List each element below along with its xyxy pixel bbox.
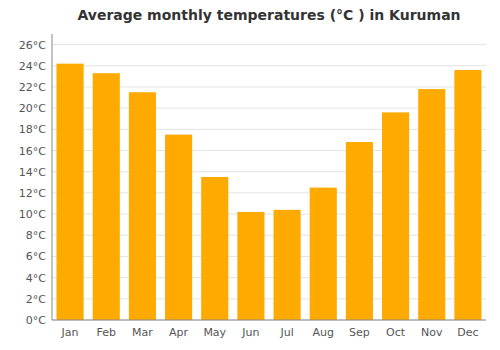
y-tick-label: 18°C bbox=[19, 123, 46, 136]
bar bbox=[310, 188, 337, 320]
bar bbox=[346, 142, 373, 320]
y-tick-label: 8°C bbox=[26, 229, 46, 242]
bar bbox=[57, 64, 84, 320]
x-tick-label: Feb bbox=[97, 326, 116, 339]
grid-line bbox=[52, 65, 486, 66]
y-tick-label: 0°C bbox=[26, 314, 46, 327]
bar bbox=[418, 89, 445, 320]
bar bbox=[237, 212, 264, 320]
bar bbox=[382, 112, 409, 320]
bar bbox=[165, 135, 192, 320]
y-tick-label: 16°C bbox=[19, 145, 46, 158]
y-tick-label: 20°C bbox=[19, 102, 46, 115]
x-tick-label: Mar bbox=[132, 326, 153, 339]
grid-line bbox=[52, 44, 486, 45]
y-tick-label: 22°C bbox=[19, 81, 46, 94]
y-tick-label: 14°C bbox=[19, 166, 46, 179]
y-tick-label: 24°C bbox=[19, 60, 46, 73]
x-tick-label: Oct bbox=[386, 326, 406, 339]
bar bbox=[201, 177, 228, 320]
chart: Average monthly temperatures (°C ) in Ku… bbox=[0, 0, 500, 350]
x-axis-line bbox=[52, 320, 486, 321]
bar bbox=[129, 92, 156, 320]
y-tick-label: 10°C bbox=[19, 208, 46, 221]
x-tick-label: Dec bbox=[457, 326, 478, 339]
x-tick-label: Apr bbox=[169, 326, 189, 339]
y-axis: 0°C 2°C 4°C 6°C 8°C 10°C 12°C 14°C 16°C 18°C 20°C 2… bbox=[19, 34, 52, 327]
x-tick-label: Aug bbox=[313, 326, 334, 339]
x-tick-label: Jun bbox=[241, 326, 259, 339]
y-tick-label: 6°C bbox=[26, 250, 46, 263]
bar bbox=[93, 73, 120, 320]
grid bbox=[52, 45, 486, 320]
x-tick-label: Jan bbox=[61, 326, 79, 339]
y-tick-label: 12°C bbox=[19, 187, 46, 200]
y-tick-label: 2°C bbox=[26, 293, 46, 306]
x-tick-label: Jul bbox=[279, 326, 293, 339]
x-tick-label: May bbox=[203, 326, 226, 339]
y-axis-line bbox=[52, 34, 53, 320]
x-tick-label: Sep bbox=[349, 326, 370, 339]
x-axis: Jan Feb Mar Apr May Jun Jul Aug Sep Oct Nov Dec bbox=[52, 320, 486, 339]
bars bbox=[57, 64, 482, 320]
y-tick-label: 4°C bbox=[26, 272, 46, 285]
grid-line bbox=[52, 320, 486, 321]
title: Average monthly temperatures (°C ) in Ku… bbox=[77, 7, 460, 23]
bar bbox=[274, 210, 301, 320]
bar bbox=[454, 70, 481, 320]
x-tick-label: Nov bbox=[421, 326, 443, 339]
y-tick-label: 26°C bbox=[19, 39, 46, 52]
